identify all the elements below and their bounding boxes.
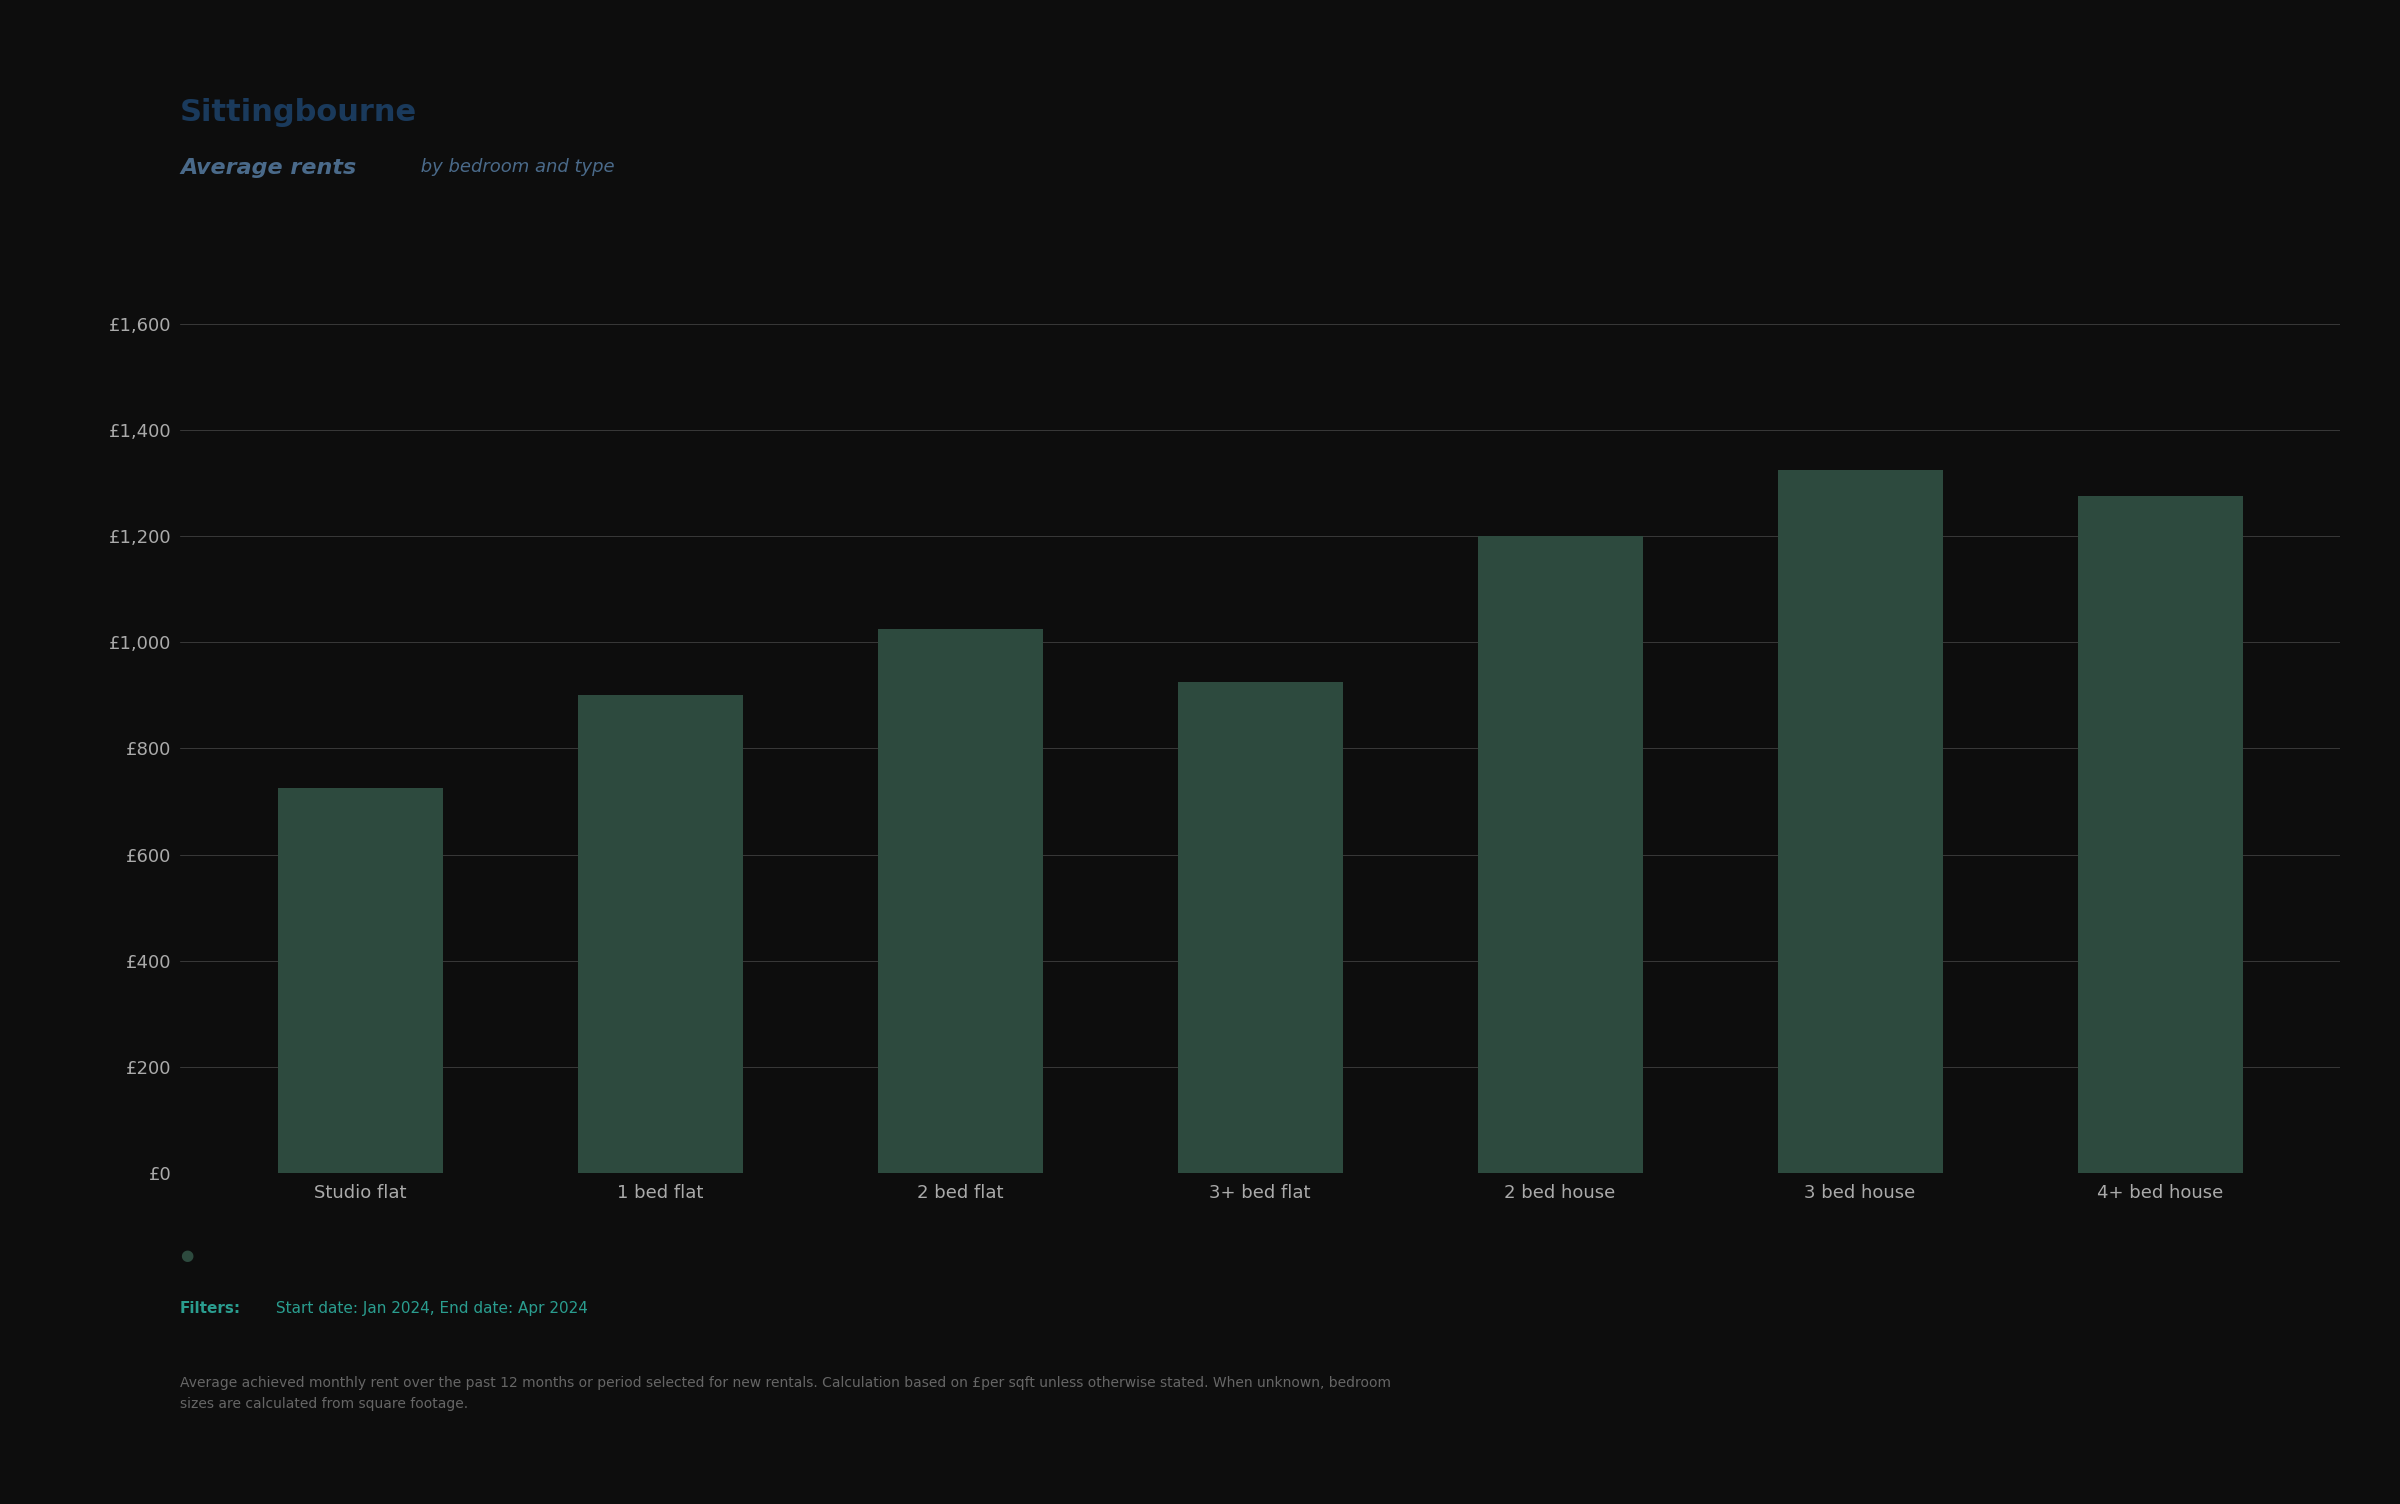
Bar <box>878 629 1042 1173</box>
Text: Filters:: Filters: <box>180 1301 240 1316</box>
Bar <box>1778 469 1942 1173</box>
Bar <box>278 788 442 1173</box>
Text: Average rents: Average rents <box>180 158 355 177</box>
Text: by bedroom and type: by bedroom and type <box>415 158 614 176</box>
Bar <box>578 695 742 1173</box>
Bar <box>1478 535 1642 1173</box>
Text: ●: ● <box>180 1248 194 1263</box>
Bar <box>2078 496 2242 1173</box>
Bar <box>1178 683 1342 1173</box>
Text: Average achieved monthly rent over the past 12 months or period selected for new: Average achieved monthly rent over the p… <box>180 1376 1392 1411</box>
Text: Sittingbourne: Sittingbourne <box>180 98 418 126</box>
Text: Start date: Jan 2024, End date: Apr 2024: Start date: Jan 2024, End date: Apr 2024 <box>271 1301 588 1316</box>
